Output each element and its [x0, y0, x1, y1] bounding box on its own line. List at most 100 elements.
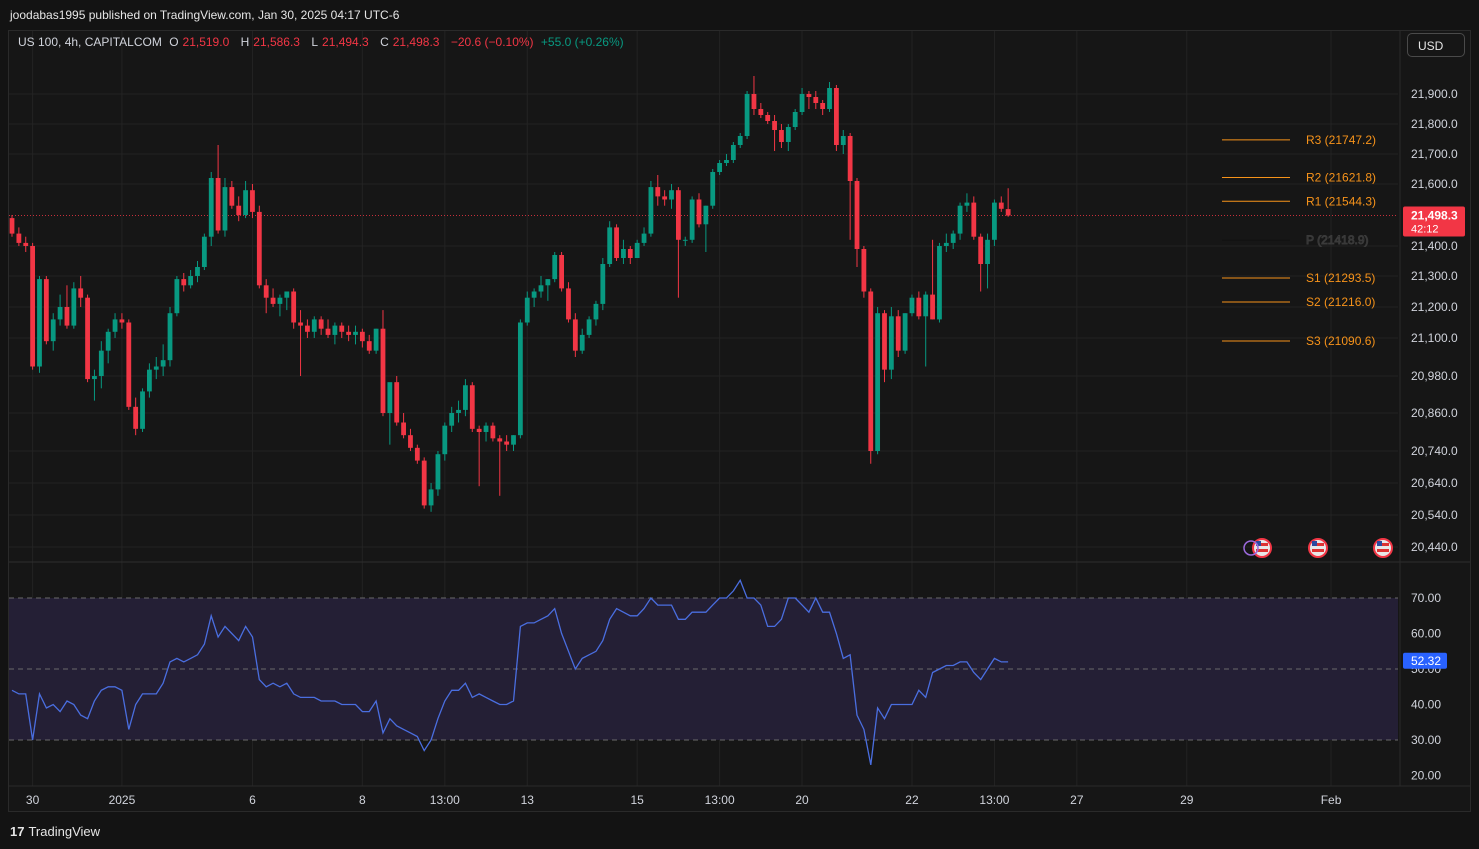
candle	[490, 422, 496, 442]
candle-body	[909, 297, 915, 314]
price-axis-label: 20,980.0	[1411, 369, 1458, 383]
time-axis-label: 22	[905, 793, 919, 807]
candle	[469, 382, 475, 432]
candle-body	[586, 319, 592, 335]
candle	[813, 91, 819, 109]
candle-body	[421, 460, 427, 506]
candle	[359, 328, 365, 348]
candle	[799, 88, 805, 115]
candle-body	[806, 94, 812, 97]
price-axis-label: 21,100.0	[1411, 331, 1458, 345]
candle-body	[126, 322, 132, 407]
candle	[195, 261, 200, 283]
candle-body	[998, 202, 1004, 209]
candle	[98, 341, 104, 389]
candle	[888, 307, 894, 380]
candle-body	[854, 181, 860, 249]
candle	[744, 91, 750, 139]
candle-body	[140, 391, 145, 429]
rsi-axis-label: 40.00	[1411, 698, 1441, 712]
candle	[119, 313, 125, 329]
candle	[23, 236, 29, 252]
candle-body	[373, 328, 379, 351]
candle	[284, 291, 290, 311]
candle	[442, 422, 448, 461]
candle	[902, 313, 908, 354]
event-marker-icon	[1243, 540, 1259, 556]
candle-body	[524, 297, 530, 323]
candle-body	[648, 187, 654, 234]
candle	[78, 276, 84, 307]
candle-body	[696, 199, 702, 225]
candle	[593, 300, 599, 326]
close-value: C 21,498.3	[380, 35, 440, 49]
candle-body	[71, 288, 77, 326]
candle-body	[243, 190, 248, 215]
time-axis-label: 13	[521, 793, 535, 807]
candle	[978, 233, 984, 292]
price-axis-label: 21,600.0	[1411, 177, 1458, 191]
tradingview-logo[interactable]: 17 TradingView	[10, 824, 100, 839]
pivot-label-s3: S3 (21090.6)	[1306, 334, 1375, 348]
candle-body	[847, 136, 853, 181]
candle	[456, 400, 461, 423]
candle	[449, 406, 455, 432]
candle	[147, 363, 152, 398]
candle	[641, 227, 647, 246]
time-axis-label: 27	[1070, 793, 1084, 807]
currency-button[interactable]: USD	[1407, 33, 1465, 57]
candle	[497, 435, 503, 496]
candle-body	[751, 94, 757, 109]
candle-body	[215, 178, 221, 231]
candle-body	[566, 288, 571, 320]
candle	[998, 196, 1004, 212]
candle	[208, 172, 214, 246]
candle	[9, 215, 15, 237]
candle	[566, 282, 571, 323]
candle-body	[490, 425, 496, 439]
candle-body	[813, 97, 819, 103]
candle	[311, 316, 317, 338]
pivot-label-r3: R3 (21747.2)	[1306, 133, 1376, 147]
change-value: −20.6 (−0.10%)	[450, 35, 534, 49]
candle	[854, 178, 860, 267]
candle-body	[758, 109, 764, 115]
candle	[552, 252, 558, 283]
candle	[703, 205, 709, 252]
candle	[785, 124, 791, 151]
candle	[806, 91, 812, 109]
pivot-levels	[1221, 139, 1290, 342]
candle	[30, 242, 36, 370]
time-axis-label: 13:00	[979, 793, 1009, 807]
candle	[346, 325, 352, 342]
candle-body	[675, 190, 681, 240]
candle-body	[662, 196, 668, 200]
price-axis-label: 21,800.0	[1411, 117, 1458, 131]
candle	[373, 328, 379, 354]
candle	[614, 224, 619, 261]
rsi-line	[11, 578, 1009, 766]
candle-body	[511, 435, 516, 445]
candle	[476, 425, 482, 487]
time-axis-label: 13:00	[705, 793, 735, 807]
price-axis-label: 21,300.0	[1411, 269, 1458, 283]
candle	[971, 196, 977, 240]
symbol-name[interactable]: US 100, 4h, CAPITALCOM	[18, 35, 162, 49]
candle-body	[641, 233, 647, 243]
candle-body	[311, 319, 317, 332]
candle-body	[497, 438, 503, 442]
candle	[930, 239, 935, 320]
tradingview-logo-icon: 17	[10, 824, 25, 839]
candle	[710, 169, 716, 209]
candle	[408, 428, 413, 451]
candle-body	[517, 322, 523, 436]
candle	[579, 328, 585, 354]
candle-body	[153, 366, 159, 370]
candle-body	[703, 205, 709, 225]
high-value: H 21,586.3	[240, 35, 300, 49]
candle-body	[256, 211, 262, 286]
candle	[160, 344, 166, 376]
candle-body	[744, 94, 750, 136]
candle-body	[943, 242, 949, 246]
